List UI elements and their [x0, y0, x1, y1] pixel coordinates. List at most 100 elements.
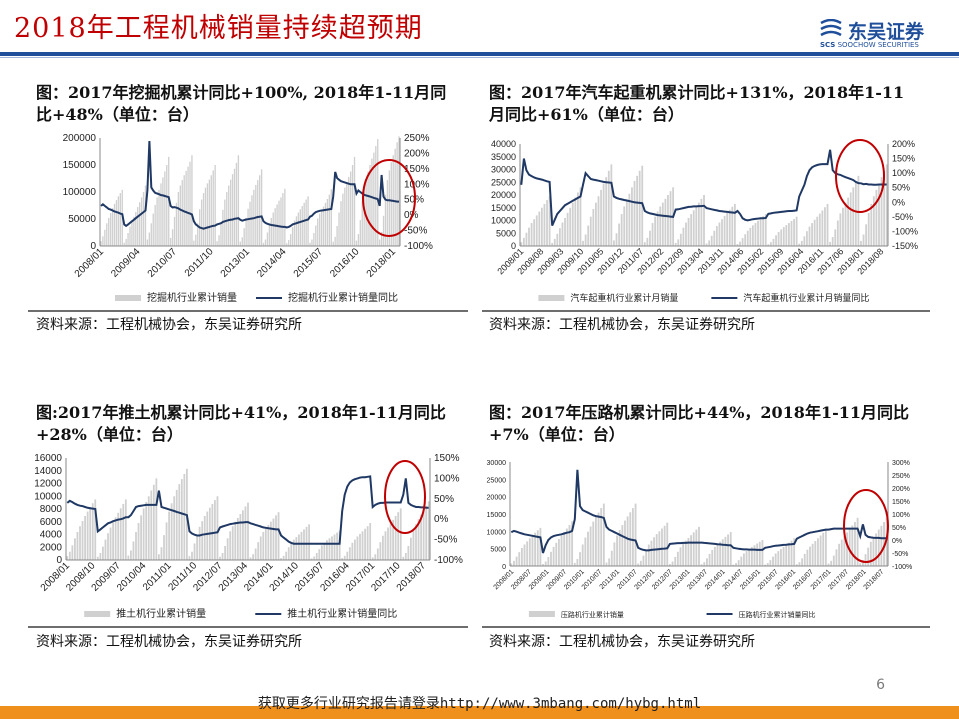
y-right-tick-label: -50%	[892, 212, 913, 222]
bar	[610, 164, 613, 246]
bar	[780, 229, 783, 246]
bar	[713, 230, 716, 246]
bar	[584, 234, 587, 246]
legend-line-label: 压路机行业累计销量同比	[739, 610, 816, 619]
bar	[528, 538, 531, 566]
bar	[553, 238, 556, 246]
bar	[739, 241, 741, 246]
bar	[290, 542, 293, 560]
bar	[661, 202, 664, 246]
bar	[576, 559, 579, 566]
bar	[305, 199, 307, 246]
bar	[848, 528, 851, 566]
y-left-tick-label: 25000	[491, 177, 516, 187]
y-left-tick-label: 2000	[40, 542, 63, 553]
bar	[750, 546, 753, 566]
bar	[764, 564, 767, 566]
bar	[137, 523, 140, 560]
bar	[226, 538, 229, 560]
bar	[191, 155, 193, 246]
y-right-tick-label: 0%	[892, 538, 902, 545]
bar	[883, 170, 886, 246]
bar	[824, 529, 827, 566]
bar	[870, 203, 873, 246]
bar	[338, 530, 341, 560]
bar	[392, 519, 394, 560]
bar	[626, 516, 629, 566]
bar	[259, 536, 262, 560]
bar	[613, 542, 616, 566]
bar	[289, 234, 292, 246]
bar	[177, 192, 180, 246]
bar	[695, 529, 698, 566]
bar	[639, 560, 642, 566]
bar	[310, 558, 313, 560]
bar	[68, 551, 71, 560]
y-right-tick-label: 200%	[404, 148, 430, 159]
bar	[618, 529, 621, 566]
y-right-tick-label: 150%	[892, 499, 910, 506]
bar	[148, 232, 151, 246]
bar	[394, 516, 397, 560]
bar	[247, 208, 249, 246]
bar	[171, 229, 174, 246]
bar	[164, 171, 166, 246]
bar	[125, 238, 127, 246]
bar	[270, 521, 272, 560]
bar	[700, 564, 703, 566]
bar	[589, 216, 592, 246]
bar	[131, 221, 133, 246]
bar	[397, 512, 400, 560]
bar	[229, 531, 232, 560]
bar	[713, 546, 716, 566]
footer-bar	[0, 706, 959, 719]
bar	[206, 511, 209, 560]
y-left-tick-label: 10000	[34, 491, 62, 502]
bar	[745, 551, 748, 566]
y-left-tick-label: 16000	[34, 453, 62, 464]
bar	[774, 553, 777, 566]
bar	[558, 228, 561, 246]
bar	[770, 242, 772, 246]
bar	[154, 204, 156, 246]
bar	[201, 521, 204, 560]
bar	[860, 240, 862, 246]
bar	[642, 555, 645, 566]
bar	[566, 212, 569, 246]
legend-line-label: 挖掘机行业累计销量同比	[288, 291, 398, 304]
bar	[661, 528, 663, 566]
footer-link-text[interactable]: 获取更多行业研究报告请登录http://www.3mbang.com/hybg.…	[257, 696, 702, 712]
bar	[285, 551, 288, 560]
bar	[346, 551, 349, 560]
bar	[412, 530, 415, 560]
bar	[117, 512, 120, 560]
bar	[775, 235, 777, 246]
bar	[371, 158, 373, 246]
bar	[659, 206, 662, 246]
bar	[346, 182, 348, 246]
bar	[607, 170, 610, 246]
bar	[387, 527, 389, 560]
bar	[620, 214, 623, 246]
bar	[737, 560, 740, 566]
bar	[808, 226, 811, 246]
bar	[782, 227, 785, 246]
bar	[793, 538, 796, 566]
bar	[108, 217, 110, 246]
bar	[328, 194, 331, 246]
x-tick-label: 2010/07	[146, 246, 180, 280]
bar	[563, 532, 566, 566]
bar	[650, 540, 653, 566]
bar	[721, 539, 724, 566]
bar	[315, 225, 317, 246]
bar	[667, 195, 669, 246]
bar	[780, 549, 782, 566]
bar	[295, 537, 298, 560]
bar	[252, 554, 254, 560]
bar	[708, 240, 711, 246]
bar	[844, 202, 847, 246]
bar	[191, 551, 193, 560]
bar	[243, 228, 245, 246]
bar	[782, 546, 785, 566]
bar	[546, 200, 548, 246]
